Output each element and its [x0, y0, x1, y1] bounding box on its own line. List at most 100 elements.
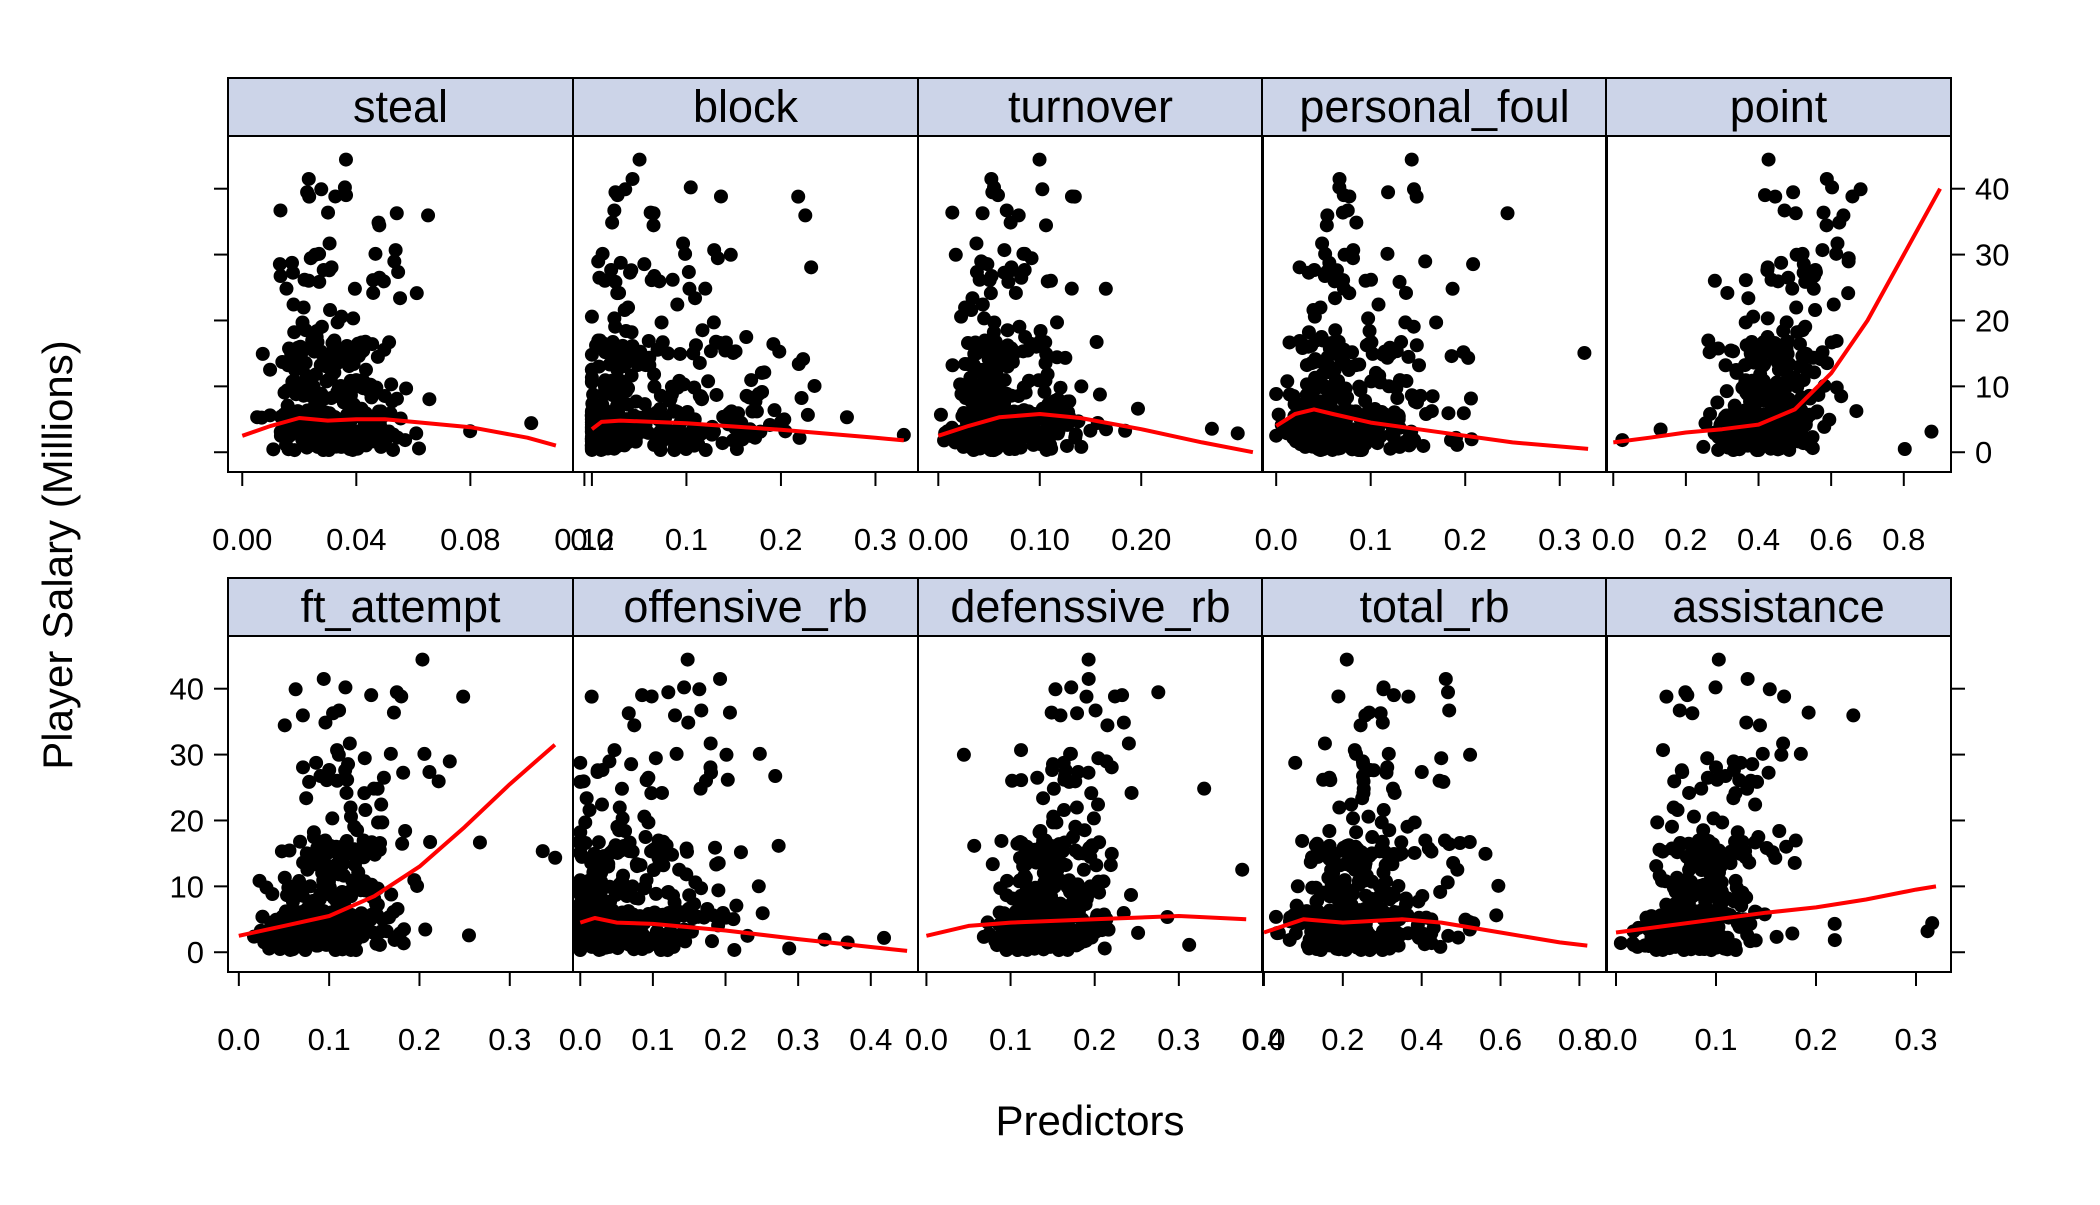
data-point-total_rb: [1478, 846, 1493, 861]
data-point-block: [584, 309, 599, 324]
data-point-defenssive_rb: [985, 857, 1000, 872]
data-point-steal: [314, 386, 329, 401]
data-point-assistance: [1755, 746, 1770, 761]
data-point-steal: [369, 415, 384, 430]
data-point-point: [1720, 285, 1735, 300]
data-point-steal: [272, 257, 287, 272]
data-point-total_rb: [1356, 774, 1371, 789]
data-point-offensive_rb: [644, 786, 659, 801]
points-ft_attempt: [247, 652, 563, 958]
data-point-block: [688, 338, 703, 353]
data-point-ft_attempt: [295, 708, 310, 723]
panel-ft_attempt: ft_attempt 0.0 0.1 0.2 0.3 0 10 20 30 40: [170, 577, 574, 1057]
data-point-block: [647, 367, 662, 382]
data-point-offensive_rb: [607, 743, 622, 758]
data-point-steal: [372, 218, 387, 233]
x-tick-label-ft_attempt: 0.0: [217, 1022, 260, 1057]
data-point-turnover: [1035, 182, 1050, 197]
data-point-total_rb: [1446, 855, 1461, 870]
data-point-ft_attempt: [286, 907, 301, 922]
data-point-defenssive_rb: [1081, 671, 1096, 686]
points-turnover: [933, 152, 1245, 458]
data-point-point: [1924, 424, 1939, 439]
data-point-assistance: [1699, 936, 1714, 951]
data-point-personal_foul: [1357, 433, 1372, 448]
panel-total_rb: total_rb 0.0 0.2 0.4 0.6 0.8: [1242, 577, 1608, 1057]
data-point-ft_attempt: [337, 838, 352, 853]
data-point-block: [597, 386, 612, 401]
data-point-point: [1698, 416, 1713, 431]
x-axis-title: Predictors: [995, 1097, 1184, 1144]
points-offensive_rb: [573, 652, 892, 958]
data-point-assistance: [1659, 689, 1674, 704]
data-point-offensive_rb: [621, 706, 636, 721]
data-point-personal_foul: [1320, 419, 1335, 434]
data-point-personal_foul: [1445, 281, 1460, 296]
data-point-steal: [284, 255, 299, 270]
data-point-offensive_rb: [666, 888, 681, 903]
data-point-offensive_rb: [637, 809, 652, 824]
data-point-steal: [322, 263, 337, 278]
data-point-offensive_rb: [679, 844, 694, 859]
data-point-block: [692, 388, 707, 403]
data-point-defenssive_rb: [1103, 858, 1118, 873]
data-point-personal_foul: [1344, 430, 1359, 445]
data-point-point: [1778, 381, 1793, 396]
data-point-point: [1754, 432, 1769, 447]
data-point-point: [1776, 324, 1791, 339]
data-point-offensive_rb: [668, 708, 683, 723]
data-point-turnover: [1033, 324, 1048, 339]
data-point-assistance: [1714, 930, 1729, 945]
data-point-ft_attempt: [394, 689, 409, 704]
data-point-ft_attempt: [273, 942, 288, 957]
data-point-steal: [308, 436, 323, 451]
data-point-defenssive_rb: [1085, 838, 1100, 853]
data-point-block: [605, 215, 620, 230]
data-point-defenssive_rb: [1081, 765, 1096, 780]
data-point-ft_attempt: [357, 874, 372, 889]
data-point-personal_foul: [1383, 441, 1398, 456]
data-point-assistance: [1748, 797, 1763, 812]
data-point-block: [652, 274, 667, 289]
data-point-steal: [421, 208, 436, 223]
data-point-offensive_rb: [573, 878, 588, 893]
data-point-steal: [287, 325, 302, 340]
data-point-steal: [308, 338, 323, 353]
data-point-ft_attempt: [331, 888, 346, 903]
data-point-personal_foul: [1307, 309, 1322, 324]
data-point-personal_foul: [1381, 185, 1396, 200]
data-point-offensive_rb: [679, 867, 694, 882]
data-point-total_rb: [1353, 718, 1368, 733]
x-tick-label-turnover: 0.00: [908, 522, 968, 557]
data-point-ft_attempt: [277, 718, 292, 733]
data-point-block: [691, 436, 706, 451]
data-point-total_rb: [1339, 652, 1354, 667]
data-point-ft_attempt: [382, 910, 397, 925]
data-point-turnover: [1032, 152, 1047, 167]
data-point-offensive_rb: [639, 773, 654, 788]
data-point-point: [1824, 335, 1839, 350]
data-point-offensive_rb: [711, 883, 726, 898]
data-point-assistance: [1696, 823, 1711, 838]
data-point-offensive_rb: [651, 850, 666, 865]
data-point-total_rb: [1426, 920, 1441, 935]
data-point-personal_foul: [1368, 365, 1383, 380]
data-point-steal: [314, 182, 329, 197]
data-point-personal_foul: [1399, 374, 1414, 389]
data-point-offensive_rb: [782, 941, 797, 956]
data-point-personal_foul: [1328, 291, 1343, 306]
data-point-defenssive_rb: [1020, 850, 1035, 865]
data-point-turnover: [1060, 417, 1075, 432]
data-point-defenssive_rb: [1053, 920, 1068, 935]
data-point-offensive_rb: [634, 936, 649, 951]
data-point-personal_foul: [1352, 379, 1367, 394]
data-point-defenssive_rb: [1070, 706, 1085, 721]
data-point-total_rb: [1346, 811, 1361, 826]
points-total_rb: [1268, 652, 1506, 958]
data-point-block: [698, 281, 713, 296]
data-point-offensive_rb: [676, 908, 691, 923]
data-point-ft_attempt: [293, 834, 308, 849]
data-point-personal_foul: [1392, 274, 1407, 289]
data-point-turnover: [965, 291, 980, 306]
data-point-total_rb: [1349, 825, 1364, 840]
